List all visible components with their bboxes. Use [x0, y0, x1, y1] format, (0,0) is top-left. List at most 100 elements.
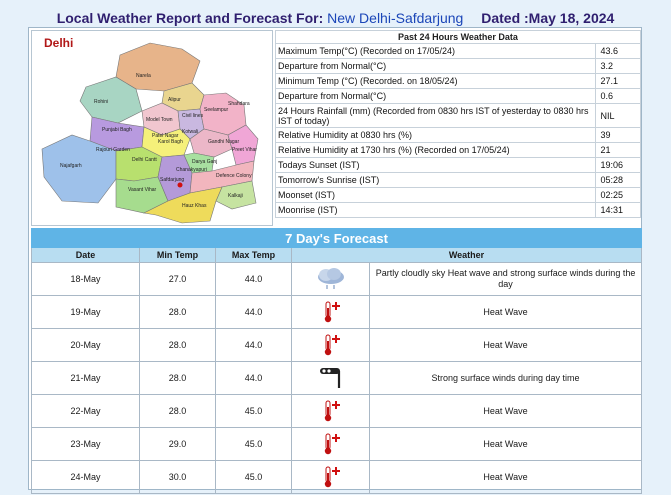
forecast-min-temp: 28.0 — [139, 394, 216, 428]
row-label: Departure from Normal(°C) — [274, 88, 597, 104]
report-header: Local Weather Report and Forecast For: N… — [0, 10, 671, 30]
map-label: Alipur — [168, 97, 181, 103]
table-row: Relative Humidity at 1730 hrs (%) (Recor… — [274, 142, 641, 158]
forecast-weather-text: Heat Wave — [368, 295, 643, 329]
forecast-min-temp: 28.0 — [139, 328, 216, 362]
map-label: Delhi Cantt — [132, 157, 157, 163]
wind-icon — [291, 361, 370, 395]
row-value: 3.2 — [595, 58, 641, 74]
table-row: Maximum Temp(°C) (Recorded on 17/05/24) 4… — [274, 43, 641, 59]
row-label: 24 Hours Rainfall (mm) (Recorded from 08… — [274, 103, 597, 128]
row-label: Tomorrow's Sunrise (IST) — [274, 172, 597, 188]
forecast-panel: 7 Day's Forecast Date Min Temp Max Temp … — [30, 228, 643, 494]
forecast-weather-text: Partly cloudly sky Heat wave and strong … — [368, 262, 643, 296]
map-label: Rajouri Garden — [96, 147, 130, 153]
map-label: Gandhi Nagar — [208, 139, 239, 145]
table-row: Relative Humidity at 0830 hrs (%) 39 — [274, 127, 641, 143]
report-container: Delhi — [28, 27, 643, 494]
row-value: 27.1 — [595, 73, 641, 89]
forecast-min-temp: 28.0 — [139, 295, 216, 329]
forecast-min-temp: 30.0 — [139, 460, 216, 494]
table-row: Moonrise (IST) 14:31 — [274, 202, 641, 218]
row-label: Moonset (IST) — [274, 187, 597, 203]
thermometer-hot-icon — [291, 394, 370, 428]
forecast-row: 19-May 28.0 44.0 Heat Wave — [31, 295, 643, 329]
forecast-max-temp: 45.0 — [215, 427, 292, 461]
forecast-row: 24-May 30.0 45.0 Heat Wave — [31, 460, 643, 494]
cloud-heatwave-icon — [291, 262, 370, 296]
map-label: Kotwali — [182, 129, 198, 135]
forecast-weather-text: Heat Wave — [368, 394, 643, 428]
map-label: Hauz Khas — [182, 203, 207, 209]
forecast-max-temp: 44.0 — [215, 328, 292, 362]
row-label: Moonrise (IST) — [274, 202, 597, 218]
row-value: 21 — [595, 142, 641, 158]
row-value: NIL — [595, 103, 641, 128]
forecast-row: 20-May 28.0 44.0 Heat Wave — [31, 328, 643, 362]
map-label: Kalkaji — [228, 193, 243, 199]
district-rohini — [79, 76, 143, 124]
thermometer-hot-icon — [291, 427, 370, 461]
map-label: Narela — [136, 73, 151, 79]
map-label: Model Town — [146, 117, 173, 123]
map-label: Chanakyapuri — [176, 167, 207, 173]
header-max-temp: Max Temp — [215, 247, 292, 263]
map-graphic: Delhi — [41, 36, 259, 224]
map-label: Seelampur — [204, 107, 229, 113]
row-value: 14:31 — [595, 202, 641, 218]
station-marker-icon — [177, 182, 183, 188]
map-label: Defence Colony — [216, 173, 252, 179]
forecast-weather-text: Strong surface winds during day time — [368, 361, 643, 395]
row-label: Departure from Normal(°C) — [274, 58, 597, 74]
row-value: 43.6 — [595, 43, 641, 59]
map-label: Karol Bagh — [158, 139, 183, 145]
forecast-min-temp: 27.0 — [139, 262, 216, 296]
forecast-date: 19-May — [31, 295, 140, 329]
forecast-date: 18-May — [31, 262, 140, 296]
row-value: 39 — [595, 127, 641, 143]
forecast-max-temp: 45.0 — [215, 460, 292, 494]
row-label: Relative Humidity at 0830 hrs (%) — [274, 127, 597, 143]
forecast-max-temp: 45.0 — [215, 394, 292, 428]
thermometer-hot-icon — [291, 328, 370, 362]
table-row: Todays Sunset (IST) 19:06 — [274, 157, 641, 173]
report-date: Dated :May 18, 2024 — [481, 10, 615, 26]
forecast-max-temp: 44.0 — [215, 262, 292, 296]
past-24h-table: Past 24 Hours Weather Data Maximum Temp(… — [274, 30, 641, 218]
table-row: Minimum Temp (°C) (Recorded. on 18/05/24… — [274, 73, 641, 89]
thermometer-hot-icon — [291, 460, 370, 494]
row-label: Todays Sunset (IST) — [274, 157, 597, 173]
report-title: Local Weather Report and Forecast For: — [56, 10, 324, 26]
map-label: Punjabi Bagh — [102, 127, 132, 133]
forecast-row: 18-May 27.0 44.0 Partly cloudly sky Heat wa… — [31, 262, 643, 296]
map-label: Preet Vihar — [232, 147, 257, 153]
forecast-row: 21-May 28.0 44.0 Strong surface winds durin… — [31, 361, 643, 395]
row-label: Relative Humidity at 1730 hrs (%) (Recor… — [274, 142, 597, 158]
row-label: Minimum Temp (°C) (Recorded. on 18/05/24… — [274, 73, 597, 89]
forecast-min-temp: 29.0 — [139, 427, 216, 461]
district-hauz-khas — [143, 186, 223, 224]
table-row: Moonset (IST) 02:25 — [274, 187, 641, 203]
map-label: Safdarjung — [160, 177, 184, 183]
forecast-header-row: Date Min Temp Max Temp Weather — [31, 247, 643, 263]
table-row: 24 Hours Rainfall (mm) (Recorded from 08… — [274, 103, 641, 128]
row-value: 0.6 — [595, 88, 641, 104]
delhi-district-map: Delhi — [31, 30, 273, 226]
table-row: Departure from Normal(°C) 0.6 — [274, 88, 641, 104]
forecast-max-temp: 44.0 — [215, 361, 292, 395]
forecast-weather-text: Heat Wave — [368, 460, 643, 494]
forecast-date: 23-May — [31, 427, 140, 461]
station-name: New Delhi-Safdarjung — [327, 10, 464, 26]
map-label: Civil lines — [182, 113, 204, 119]
map-label: Darya Ganj — [192, 159, 217, 165]
past-24h-heading: Past 24 Hours Weather Data — [275, 30, 641, 44]
header-weather: Weather — [290, 247, 643, 263]
row-value: 05:28 — [595, 172, 641, 188]
map-label: Najafgarh — [60, 163, 82, 169]
map-title: Delhi — [44, 36, 73, 50]
header-date: Date — [31, 247, 140, 263]
forecast-row: 23-May 29.0 45.0 Heat Wave — [31, 427, 643, 461]
forecast-min-temp: 28.0 — [139, 361, 216, 395]
table-row: Tomorrow's Sunrise (IST) 05:28 — [274, 172, 641, 188]
map-label: Patel Nagar — [152, 133, 179, 139]
